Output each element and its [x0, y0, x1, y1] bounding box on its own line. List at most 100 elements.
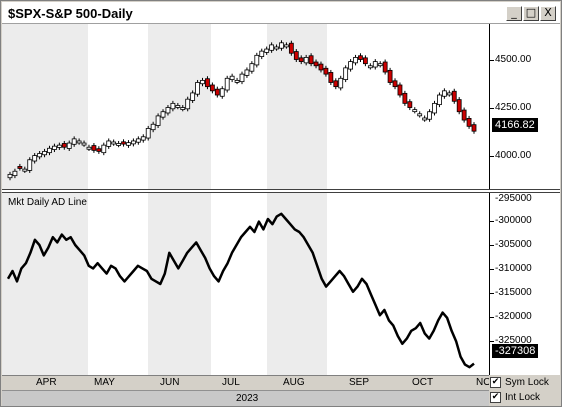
sym-lock-label: Sym Lock — [505, 377, 549, 388]
ad-pane[interactable]: Mkt Daily AD Line — [2, 193, 489, 375]
tick-mark — [490, 317, 494, 318]
candle-body — [417, 113, 423, 117]
sym-lock-checkbox[interactable]: ✔ — [490, 377, 501, 388]
tick-mark — [490, 108, 494, 109]
candle-body — [180, 107, 186, 110]
candle-body — [56, 144, 62, 148]
candle-body — [432, 102, 437, 114]
tick-mark — [490, 269, 494, 270]
candle-body — [298, 57, 304, 62]
candle-body — [451, 90, 457, 102]
candle-body — [288, 42, 294, 54]
int-lock-option[interactable]: ✔ Int Lock — [489, 390, 561, 405]
month-label: JUN — [160, 377, 180, 388]
ad-tick: -325000 — [495, 335, 532, 346]
candle-body — [313, 61, 319, 67]
candle-body — [466, 118, 472, 127]
candle-body — [101, 144, 107, 154]
ad-line-chart — [6, 212, 475, 369]
candle-body — [170, 102, 176, 110]
candle-body — [412, 109, 418, 113]
ad-tick: -320000 — [495, 311, 532, 322]
candle-body — [47, 147, 52, 154]
candle-body — [81, 142, 87, 146]
month-shade — [267, 193, 327, 375]
candle-body — [254, 54, 260, 66]
candle-body — [363, 57, 368, 65]
price-tick: 4000.00 — [495, 150, 532, 161]
candle-body — [284, 44, 289, 48]
candle-body — [377, 63, 383, 67]
candle-body — [358, 55, 363, 60]
candle-body — [407, 101, 413, 108]
candle-body — [402, 92, 408, 104]
ad-tick: -295000 — [495, 193, 532, 204]
candle-body — [7, 173, 13, 179]
candle-body — [348, 61, 353, 70]
int-lock-checkbox[interactable]: ✔ — [490, 392, 501, 403]
candle-body — [200, 79, 205, 85]
sym-lock-option[interactable]: ✔ Sym Lock — [489, 375, 561, 390]
pane-divider[interactable] — [2, 189, 560, 193]
ad-series-line — [6, 212, 475, 369]
candle-body — [338, 77, 344, 89]
candle-body — [140, 136, 146, 141]
month-label: OCT — [412, 377, 434, 388]
candle-body — [239, 73, 245, 83]
candle-body — [244, 69, 250, 76]
candle-body — [126, 142, 131, 146]
tick-mark — [490, 341, 494, 342]
candle-body — [160, 111, 166, 118]
candle-body — [303, 57, 309, 64]
candle-body — [456, 99, 462, 113]
candle-body — [259, 50, 265, 57]
candle-body — [293, 51, 299, 60]
maximize-button[interactable]: □ — [523, 6, 539, 21]
candle-body — [274, 46, 279, 50]
candle-body — [437, 94, 442, 106]
candle-body — [328, 72, 334, 83]
candle-body — [17, 166, 23, 169]
ad-tick: -310000 — [495, 263, 532, 274]
candle-body — [61, 143, 67, 148]
candle-body — [269, 44, 275, 51]
candle-body — [372, 61, 378, 68]
candle-body — [195, 82, 200, 95]
title-bar[interactable]: $SPX-S&P 500-Daily _ □ X — [2, 2, 560, 24]
candle-body — [323, 67, 329, 75]
ad-y-axis: -295000 -300000 -305000 -310000 -315000 … — [489, 193, 560, 375]
month-label: APR — [36, 377, 57, 388]
candle-body — [106, 140, 112, 147]
candle-body — [229, 75, 235, 80]
x-axis: APR MAY JUN JUL AUG SEP OCT NO — [2, 375, 491, 389]
tick-mark — [490, 293, 494, 294]
candle-body — [135, 138, 141, 143]
candle-body — [279, 42, 284, 49]
candle-body — [205, 78, 210, 88]
candle-body — [190, 92, 196, 101]
window-title: $SPX-S&P 500-Daily — [8, 6, 133, 21]
candle-body — [145, 128, 151, 139]
candle-body — [353, 57, 358, 64]
ad-last-value: -327308 — [492, 344, 539, 358]
minimize-button[interactable]: _ — [506, 6, 522, 21]
ad-tick: -305000 — [495, 239, 532, 250]
price-chart — [7, 40, 477, 181]
candle-body — [234, 79, 240, 83]
tick-mark — [490, 221, 494, 222]
candle-body — [224, 77, 230, 91]
candle-body — [22, 168, 28, 172]
candle-body — [264, 48, 270, 53]
candle-body — [32, 155, 38, 162]
candle-body — [382, 61, 388, 73]
candle-body — [441, 90, 447, 97]
tick-mark — [490, 60, 494, 61]
price-pane[interactable] — [2, 24, 489, 189]
close-button[interactable]: X — [540, 6, 556, 21]
candle-body — [175, 105, 181, 108]
candle-body — [42, 151, 47, 156]
month-label: AUG — [283, 377, 305, 388]
ad-pane-label: Mkt Daily AD Line — [8, 197, 87, 208]
candle-body — [155, 115, 161, 126]
